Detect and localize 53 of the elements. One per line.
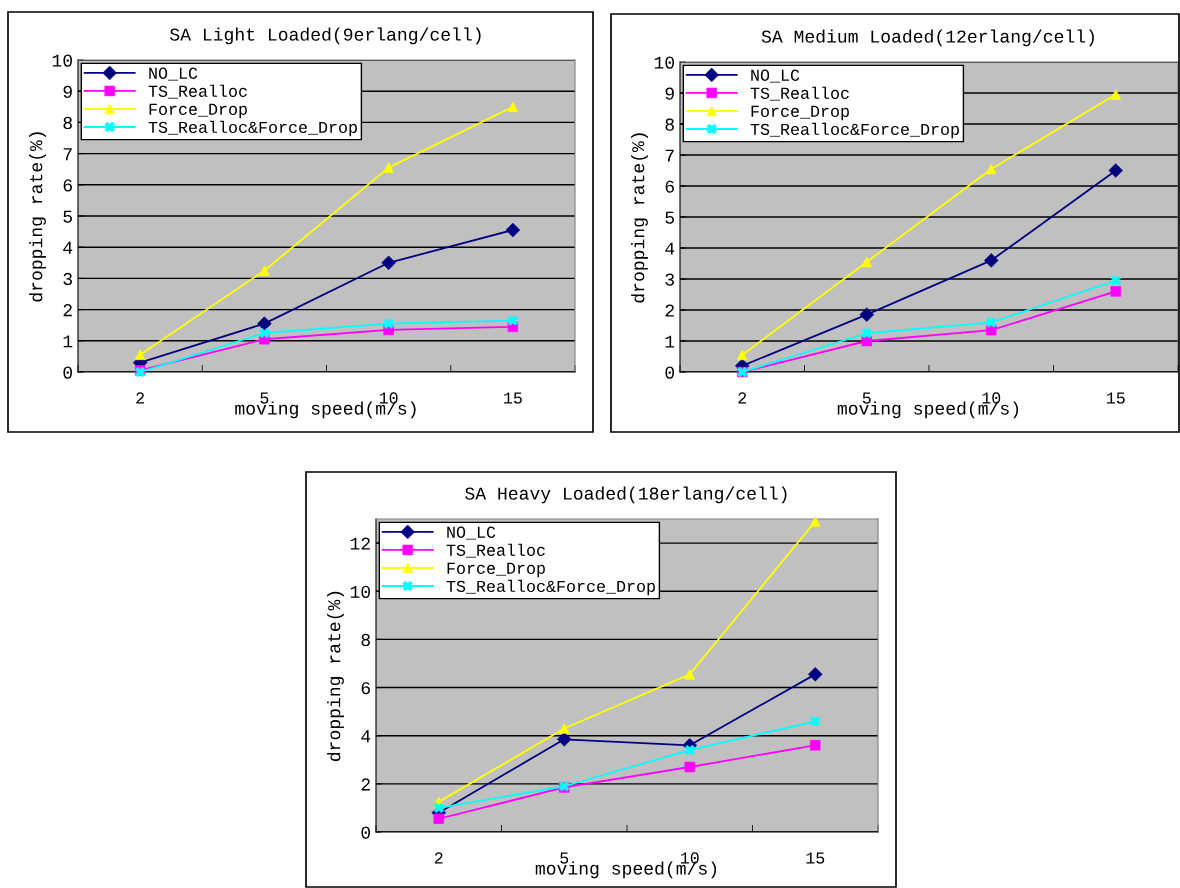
y-tick-label: 3	[665, 273, 674, 286]
y-tick-label: 2	[665, 304, 674, 317]
chart-title: SA Heavy Loaded(18erlang/cell)	[465, 486, 787, 504]
y-tick-label: 8	[361, 633, 370, 647]
legend-label: Force_Drop	[149, 103, 247, 119]
x-tick-label: 15	[806, 852, 825, 864]
y-tick-label: 2	[63, 304, 72, 317]
legend-label: TS_Realloc	[446, 543, 545, 558]
y-tick-label: 4	[665, 242, 675, 255]
x-tick-label: 2	[434, 852, 443, 864]
legend-label: TS_Realloc	[148, 84, 247, 99]
legend-label: NO_LC	[149, 67, 198, 81]
y-tick-label: 4	[361, 730, 371, 743]
y-tick-label: 10	[654, 56, 675, 69]
y-tick-label: 1	[63, 335, 73, 348]
legend-label: Force_Drop	[447, 562, 545, 578]
y-tick-label: 0	[361, 826, 371, 839]
y-axis-title: dropping rate(%)	[631, 133, 648, 303]
y-tick-label: 0	[63, 366, 73, 379]
x-tick-label: 2	[738, 392, 747, 404]
y-tick-label: 6	[665, 180, 674, 193]
legend-label: TS_Realloc&Force_Drop	[446, 579, 655, 596]
y-tick-label: 8	[63, 116, 72, 130]
y-axis-title: dropping rate(%)	[327, 591, 344, 761]
legend-label: TS_Realloc&Force_Drop	[750, 122, 959, 139]
y-axis-title: dropping rate(%)	[29, 132, 46, 302]
y-tick-label: 7	[63, 148, 72, 161]
legend-label: TS_Realloc	[750, 86, 849, 101]
y-tick-label: 6	[361, 682, 370, 695]
y-tick-label: 9	[63, 85, 72, 98]
legend-label: NO_LC	[447, 526, 496, 540]
y-tick-label: 7	[665, 149, 674, 162]
x-tick-label: 15	[1106, 392, 1125, 404]
y-tick-label: 9	[665, 87, 674, 100]
y-tick-label: 3	[63, 272, 72, 286]
y-tick-label: 10	[52, 54, 73, 67]
x-tick-label: 15	[504, 392, 522, 404]
y-tick-label: 0	[665, 366, 675, 379]
chart-title: SA Light Loaded(9erlang/cell)	[170, 27, 481, 45]
y-tick-label: 10	[350, 585, 371, 598]
legend-label: NO_LC	[751, 69, 800, 83]
legend-label: Force_Drop	[751, 105, 849, 121]
y-tick-label: 12	[350, 537, 370, 550]
x-tick-label: 2	[136, 392, 144, 404]
y-tick-label: 5	[665, 211, 674, 224]
y-tick-label: 2	[361, 778, 370, 791]
chart-title: SA Medium Loaded(12erlang/cell)	[761, 29, 1094, 47]
y-tick-label: 1	[665, 335, 675, 348]
y-tick-label: 6	[63, 179, 72, 192]
legend-label: TS_Realloc&Force_Drop	[148, 120, 357, 137]
y-tick-label: 5	[63, 210, 72, 223]
y-tick-label: 4	[63, 241, 73, 254]
y-tick-label: 8	[665, 118, 674, 131]
